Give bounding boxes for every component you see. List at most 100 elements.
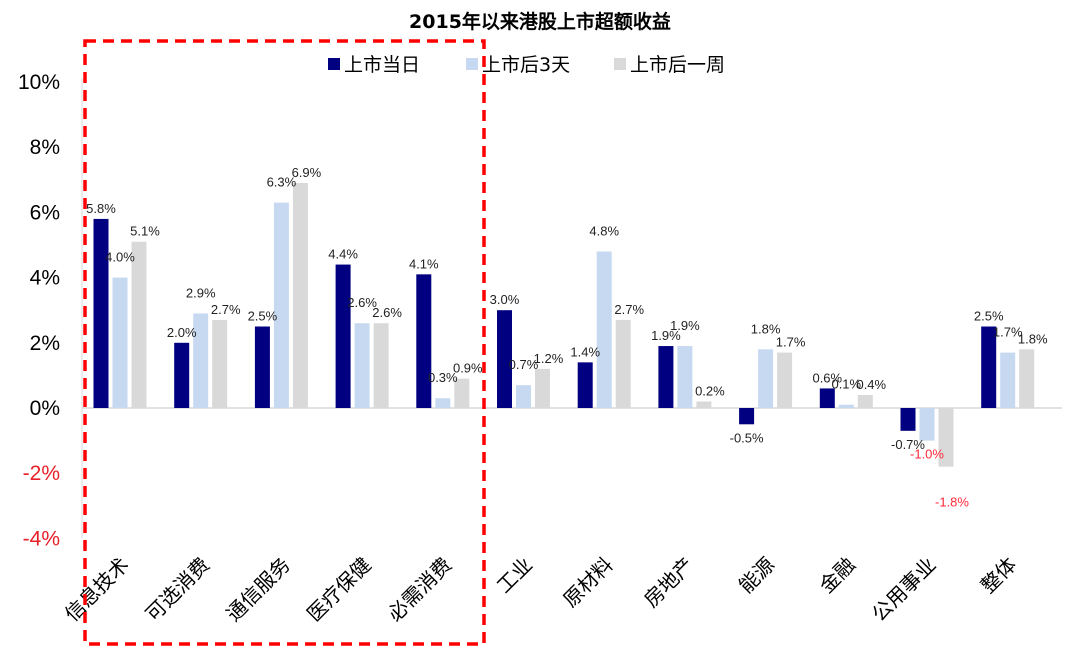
data-label: -1.8% [935,495,969,510]
bar [354,323,370,408]
legend: 上市当日 上市后3天 上市后一周 [328,54,725,76]
bar [739,408,755,425]
bar [981,326,997,408]
data-label: 0.2% [695,383,725,398]
y-tick-label: -4% [23,527,60,550]
highlight-box [83,39,486,646]
legend-label: 上市后一周 [630,54,725,76]
data-label: 1.8% [1018,331,1048,346]
category-label: 可选消费 [141,553,215,627]
y-tick-label: 2% [30,332,60,355]
bar [373,323,389,408]
data-labels: 5.8% 4.0% 5.1% 2.0% 2.9% 2.7% 2.5% 6.3%6.9% 4.4%… [86,165,1048,510]
data-label: 2.5% [248,309,278,324]
data-label: 1.4% [570,344,600,359]
bar [857,394,873,408]
bar [174,342,190,408]
bar [273,202,289,408]
data-label: 6.3% [267,175,297,190]
data-label: 3.0% [490,292,520,307]
category-label: 信息技术 [60,553,134,627]
bar [938,408,954,467]
category-label: 公用事业 [867,553,941,627]
bar [596,251,612,408]
data-label: 0.1% [831,377,861,392]
category-label: 工业 [492,553,537,598]
data-label: 4.0% [105,250,135,265]
bar [1019,349,1035,408]
category-label: 金融 [815,553,860,598]
bar [335,264,351,408]
bar [819,388,835,408]
data-label: 2.0% [167,325,197,340]
legend-swatch [328,58,340,70]
bar [416,274,432,408]
bar [254,326,270,408]
category-label: 原材料 [558,553,617,612]
data-label: 4.4% [328,247,358,262]
bar [112,277,128,408]
bar [212,319,228,408]
data-label: -0.7% [891,437,925,452]
bar [292,183,308,408]
data-label: 0.4% [856,377,886,392]
legend-label: 上市当日 [344,54,420,76]
bar [1000,352,1016,408]
data-label: 0.6% [812,370,842,385]
bar [497,310,512,408]
bar [93,218,109,408]
data-label: 2.9% [186,285,216,300]
data-label: 2.6% [372,305,402,320]
bar [454,378,470,408]
data-label: 0.9% [453,361,483,376]
data-label: 2.7% [211,302,241,317]
data-label: 1.7% [776,335,806,350]
bar [615,319,631,408]
data-label: 1.9% [651,328,681,343]
data-label: -0.5% [730,430,764,445]
data-label: 1.8% [751,321,781,336]
data-label: 5.1% [130,224,160,239]
bar [900,408,916,431]
category-label: 整体 [976,553,1021,598]
bar [535,368,550,408]
chart-title: 2015年以来港股上市超额收益 [409,10,671,33]
data-label: 4.1% [409,256,439,271]
data-label: 0.3% [428,370,458,385]
y-tick-label: 0% [30,397,60,420]
bar [131,241,147,408]
data-label: 1.9% [670,318,700,333]
category-label: 必需消费 [383,553,457,627]
bar [193,313,209,408]
bar [919,408,935,441]
y-tick-label: 4% [30,267,60,290]
data-label: 5.8% [86,201,116,216]
bar [577,362,593,408]
y-tick-label: 10% [18,71,60,94]
data-label: 1.2% [534,351,564,366]
category-label: 房地产 [639,553,698,612]
y-tick-label: 8% [30,136,60,159]
bar [838,404,854,408]
y-tick-label: -2% [23,462,60,485]
bar [758,349,774,408]
category-label: 能源 [734,553,779,598]
data-label: -1.0% [910,447,944,462]
data-label: 2.6% [347,295,377,310]
bars [93,183,1035,467]
data-label: 0.7% [509,357,539,372]
data-label: 6.9% [292,165,322,180]
bar [658,346,674,408]
legend-swatch [466,58,478,70]
bar [516,385,531,408]
bar [696,401,712,408]
data-label: 2.5% [974,309,1004,324]
legend-label: 上市后3天 [482,54,570,76]
data-label: 1.7% [993,325,1023,340]
data-label: 2.7% [614,302,644,317]
category-labels: 信息技术 可选消费 通信服务 医疗保健 必需消费 工业 原材料 房地产 能源 金融 公用事业 整体 [60,553,1021,627]
category-label: 医疗保健 [302,553,376,627]
legend-swatch [614,58,626,70]
axes: 10% 8% 6% 4% 2% 0% -2% -4% [18,71,1062,550]
